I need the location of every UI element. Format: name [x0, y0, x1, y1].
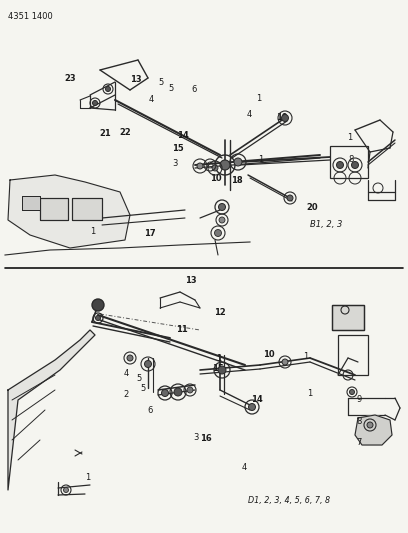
Text: 1: 1	[257, 94, 262, 103]
Text: 3: 3	[193, 433, 199, 441]
Text: 18: 18	[231, 176, 242, 184]
Circle shape	[337, 161, 344, 168]
Text: 20: 20	[306, 204, 318, 212]
Bar	[72, 198, 102, 220]
Circle shape	[218, 366, 226, 374]
Circle shape	[174, 388, 182, 396]
Bar	[72, 198, 102, 220]
Circle shape	[282, 359, 288, 365]
Circle shape	[219, 217, 225, 223]
Text: 21: 21	[100, 129, 111, 138]
Circle shape	[248, 403, 255, 410]
Bar	[330, 146, 368, 178]
Text: 3: 3	[172, 159, 177, 167]
Text: 22: 22	[120, 128, 131, 136]
Text: B1, 2, 3: B1, 2, 3	[310, 221, 342, 230]
Circle shape	[162, 390, 169, 397]
Bar	[332, 305, 364, 330]
Text: 11: 11	[176, 325, 187, 334]
Text: 8: 8	[348, 156, 354, 164]
Text: 1: 1	[304, 352, 308, 360]
Circle shape	[187, 387, 193, 393]
Text: 1: 1	[91, 228, 95, 236]
Polygon shape	[8, 330, 95, 490]
Circle shape	[215, 230, 222, 237]
Text: 6: 6	[147, 406, 153, 415]
Text: 4: 4	[124, 369, 129, 377]
Polygon shape	[355, 415, 392, 445]
Circle shape	[212, 165, 218, 171]
Text: 2: 2	[124, 390, 129, 399]
Text: 13: 13	[130, 76, 141, 84]
Text: 4351 1400: 4351 1400	[8, 12, 53, 21]
Bar	[338, 335, 368, 375]
Text: 5: 5	[140, 384, 145, 392]
Text: 5: 5	[168, 84, 173, 93]
Bar	[22, 196, 40, 210]
Text: 1: 1	[216, 354, 221, 362]
Text: 1: 1	[259, 156, 264, 164]
Text: 9: 9	[357, 395, 361, 404]
Text: 12: 12	[215, 308, 226, 317]
Text: 4: 4	[242, 464, 246, 472]
Circle shape	[282, 115, 288, 122]
Text: 14: 14	[251, 395, 263, 404]
Bar	[22, 196, 40, 210]
Text: 1: 1	[348, 133, 353, 142]
Text: 5: 5	[136, 374, 141, 383]
Circle shape	[352, 161, 359, 168]
Circle shape	[220, 160, 230, 170]
Text: 15: 15	[172, 144, 183, 152]
Polygon shape	[8, 175, 130, 248]
Text: 14: 14	[177, 131, 188, 140]
Text: 7: 7	[356, 438, 362, 447]
Text: 4: 4	[246, 110, 251, 119]
Bar	[40, 198, 68, 220]
Text: 1: 1	[308, 389, 313, 398]
Circle shape	[367, 422, 373, 428]
Text: 10: 10	[211, 174, 222, 183]
Text: 13: 13	[185, 276, 196, 285]
Bar	[40, 198, 68, 220]
Text: 17: 17	[144, 229, 156, 238]
Circle shape	[144, 360, 151, 367]
Circle shape	[287, 195, 293, 201]
Bar	[332, 305, 364, 330]
Text: 10: 10	[264, 350, 275, 359]
Circle shape	[197, 163, 203, 169]
Circle shape	[106, 86, 111, 92]
Circle shape	[127, 355, 133, 361]
Circle shape	[350, 390, 355, 394]
Text: D1, 2, 3, 4, 5, 6, 7, 8: D1, 2, 3, 4, 5, 6, 7, 8	[248, 496, 330, 505]
Circle shape	[95, 316, 100, 320]
Text: 5: 5	[159, 78, 164, 87]
Circle shape	[64, 488, 69, 492]
Text: 8: 8	[356, 417, 362, 425]
Circle shape	[93, 101, 98, 106]
Circle shape	[92, 299, 104, 311]
Text: 19: 19	[276, 113, 287, 122]
Text: 23: 23	[64, 75, 76, 83]
Text: 16: 16	[200, 434, 212, 442]
Text: 6: 6	[191, 85, 197, 94]
Text: 1: 1	[85, 473, 90, 481]
Circle shape	[219, 204, 226, 211]
Circle shape	[234, 158, 242, 166]
Text: 15: 15	[212, 365, 223, 373]
Text: 4: 4	[149, 95, 153, 103]
